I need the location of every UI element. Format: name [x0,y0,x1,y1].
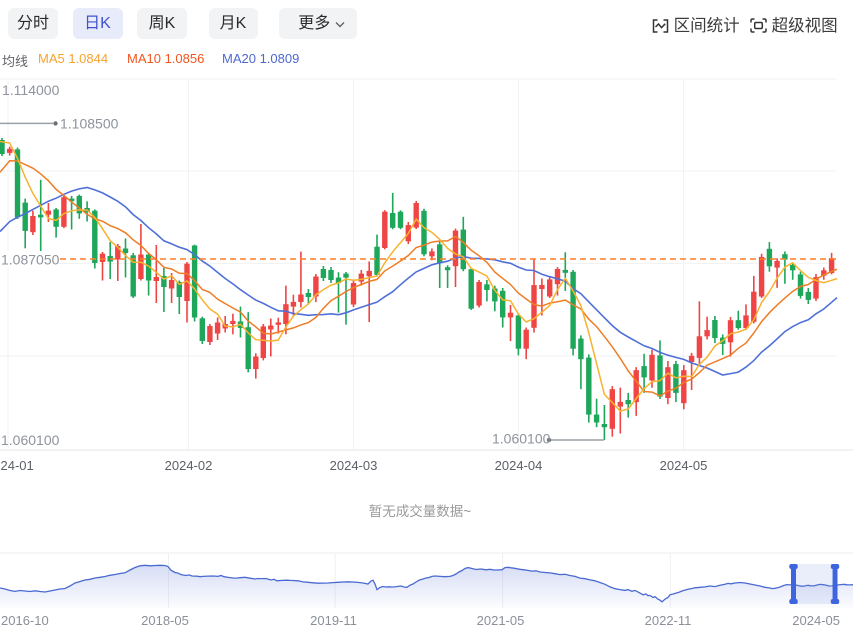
svg-text:2024-02: 2024-02 [165,458,213,473]
svg-text:暂无成交量数据~: 暂无成交量数据~ [369,503,471,519]
svg-text:1.114000: 1.114000 [2,82,60,98]
svg-text:2024-05: 2024-05 [792,613,840,628]
svg-text:2024-03: 2024-03 [330,458,378,473]
svg-text:2024-04: 2024-04 [495,458,543,473]
svg-text:1.060100: 1.060100 [1,432,60,448]
svg-text:2018-05: 2018-05 [141,613,189,628]
svg-text:1.060100: 1.060100 [492,431,551,447]
svg-text:2016-10: 2016-10 [1,613,49,628]
svg-text:1.087050: 1.087050 [1,252,60,268]
svg-text:2024-05: 2024-05 [660,458,708,473]
svg-text:2022-11: 2022-11 [645,613,692,628]
svg-text:24-01: 24-01 [1,458,34,473]
svg-text:2019-11: 2019-11 [310,613,357,628]
svg-text:1.108500: 1.108500 [60,115,119,131]
svg-text:2021-05: 2021-05 [477,613,525,628]
